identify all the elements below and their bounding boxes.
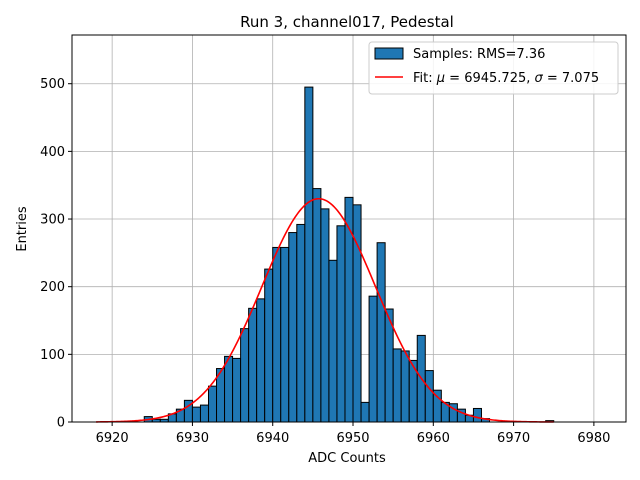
legend-fit-mu-value: = 6945.725,: [445, 71, 534, 86]
histogram-bar: [368, 295, 378, 423]
histogram-bar: [288, 232, 298, 423]
histogram-bar: [240, 328, 250, 423]
histogram-bar: [272, 246, 282, 423]
histogram-bar: [207, 385, 218, 423]
x-tick-label: 6980: [577, 431, 610, 446]
y-tick-label: 0: [57, 416, 65, 431]
histogram-bar: [400, 350, 410, 423]
histogram-bar: [224, 355, 234, 423]
histogram-bar: [312, 188, 322, 423]
histogram-bar: [199, 404, 209, 423]
legend-box: [368, 41, 619, 95]
histogram-bar: [256, 298, 266, 423]
histogram-bar: [472, 407, 482, 423]
y-tick-label: 200: [40, 280, 65, 295]
plot-frame: [71, 34, 627, 423]
histogram-bars: [143, 86, 555, 423]
histogram-bar: [191, 406, 201, 423]
histogram-bar: [376, 242, 386, 423]
histogram-bar: [344, 196, 354, 423]
legend-fit-sigma-symbol: σ: [535, 71, 544, 86]
legend-fit-prefix: Fit:: [413, 71, 437, 86]
x-tick-label: 6970: [497, 431, 530, 446]
y-tick-label: 500: [40, 77, 65, 92]
histogram-bar: [320, 208, 330, 423]
legend-fit-sigma-value: = 7.075: [543, 71, 599, 86]
histogram-bar: [392, 348, 402, 423]
x-tick-label: 6960: [417, 431, 450, 446]
histogram-bar: [336, 225, 346, 423]
y-tick-label: 400: [40, 145, 65, 160]
y-tick-label: 100: [40, 348, 65, 363]
histogram-bar: [232, 357, 242, 423]
histogram-bar: [424, 370, 434, 423]
legend: Samples: RMS=7.36 Fit: μ = 6945.725, σ =…: [368, 41, 619, 95]
legend-histogram-swatch: [374, 47, 404, 60]
legend-histogram-label: Samples: RMS=7.36: [413, 47, 545, 62]
histogram-bar: [280, 246, 290, 423]
chart-title: Run 3, channel017, Pedestal: [240, 13, 454, 31]
x-tick-label: 6920: [96, 431, 129, 446]
x-tick-label: 6950: [336, 431, 369, 446]
x-tick-label: 6930: [176, 431, 209, 446]
y-axis-label: Entries: [15, 206, 30, 252]
y-tick-label: 300: [40, 213, 65, 228]
x-axis-label: ADC Counts: [308, 451, 386, 466]
histogram-bar: [248, 307, 258, 423]
fit-curve: [96, 197, 554, 423]
legend-fit-label: Fit: μ = 6945.725, σ = 7.075: [413, 71, 599, 86]
histogram-bar: [264, 268, 274, 423]
axis-ticks: 6920 6930 6940 6950 6960 6970 6980 0 100 200 300 40…: [40, 77, 610, 446]
fit-curve-layer: [96, 197, 554, 423]
histogram-bar: [360, 401, 370, 423]
histogram-bar: [304, 86, 314, 423]
x-tick-label: 6940: [256, 431, 289, 446]
histogram-bar: [296, 223, 306, 423]
histogram-bar: [328, 259, 338, 423]
legend-fit-mu-symbol: μ: [436, 71, 445, 86]
